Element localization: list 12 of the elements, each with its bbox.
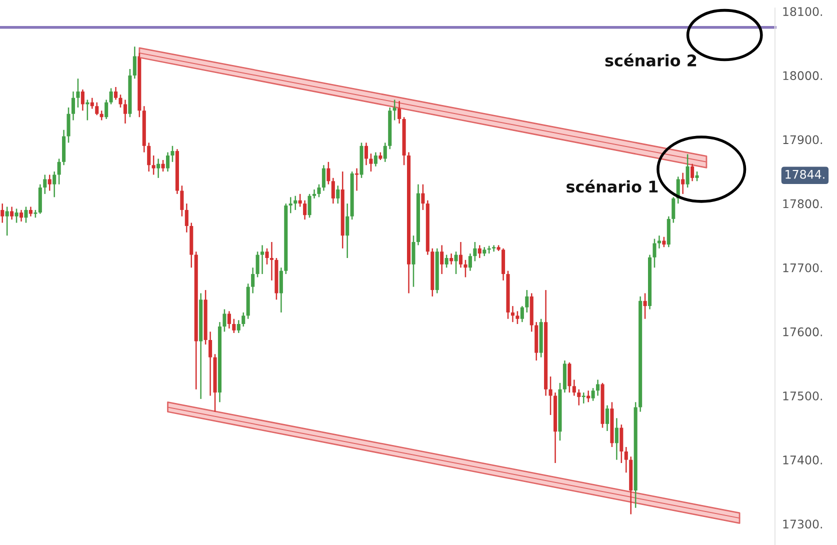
text: 17844. — [786, 170, 824, 179]
annotation: scénario 2 — [605, 53, 696, 66]
y-tick-label: 17800. — [783, 199, 822, 208]
y-tick-label: 17600. — [783, 327, 822, 336]
y-tick-label: 17400. — [783, 456, 822, 464]
y-tick-label: 17900. — [783, 135, 822, 144]
y-tick-label: 18000. — [783, 71, 822, 80]
annotation: scénario 1 — [566, 180, 658, 193]
y-tick-label: 17300. — [783, 520, 822, 529]
y-tick-label: 17500. — [783, 391, 822, 400]
y-tick-label: 18100. — [783, 7, 822, 16]
y-tick-label: 17700. — [783, 263, 822, 272]
